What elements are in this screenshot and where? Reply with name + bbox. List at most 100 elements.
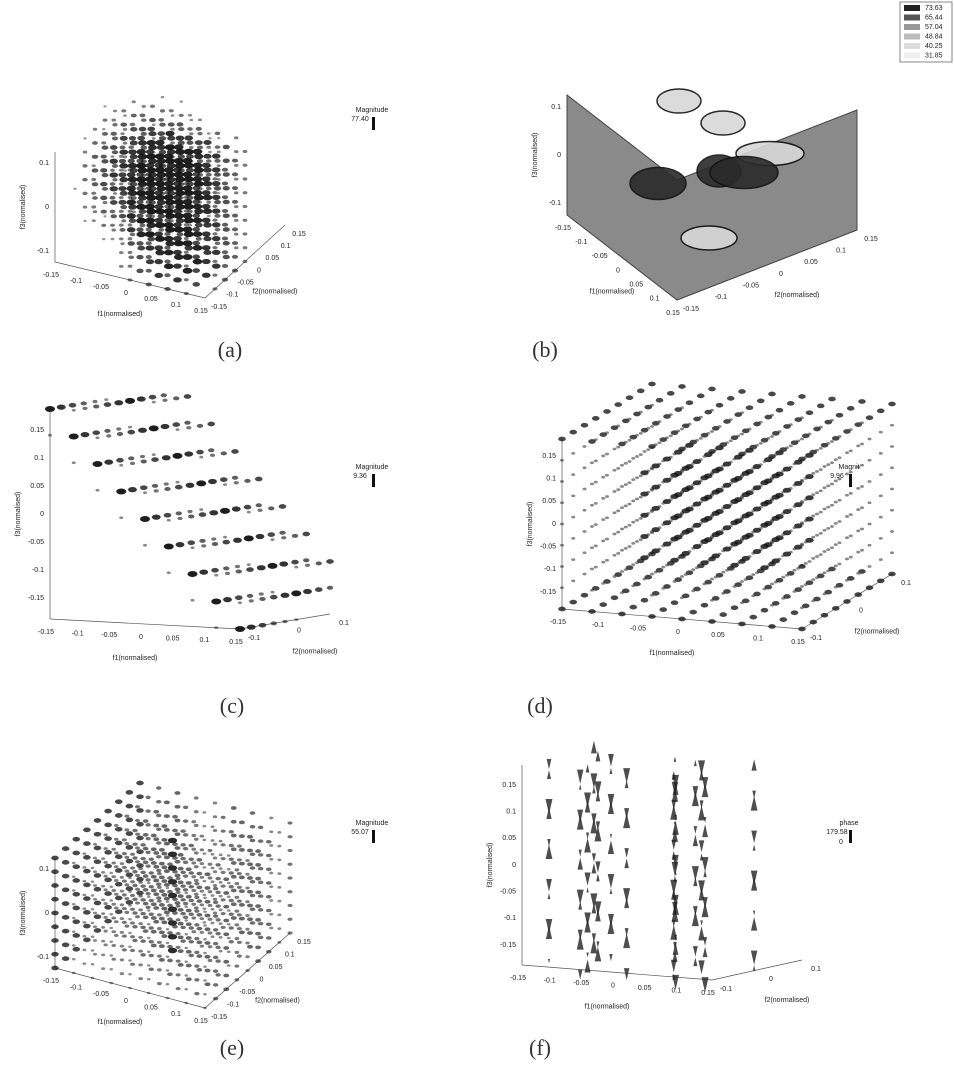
- dot: [223, 255, 230, 259]
- dot: [119, 214, 126, 219]
- dot: [800, 585, 804, 588]
- dot: [151, 930, 157, 934]
- dot: [140, 912, 146, 916]
- dot: [151, 944, 157, 948]
- legend-label: 57.04: [925, 24, 943, 31]
- dot: [256, 503, 262, 507]
- dot: [72, 947, 80, 952]
- dot: [159, 848, 165, 852]
- dot: [128, 149, 137, 154]
- dot: [164, 910, 170, 914]
- dot: [136, 863, 144, 868]
- dot: [102, 238, 105, 240]
- dot: [571, 516, 575, 519]
- dot: [140, 485, 148, 490]
- dot: [221, 912, 226, 915]
- dot: [760, 480, 768, 485]
- z-tick-label: 0: [40, 511, 44, 518]
- dot: [268, 506, 274, 510]
- x-tick-label: 0: [124, 998, 128, 1005]
- dot: [879, 452, 883, 455]
- dot: [811, 515, 815, 518]
- dot: [594, 502, 598, 505]
- dot: [838, 563, 842, 566]
- dot: [237, 858, 242, 861]
- dot: [161, 920, 167, 924]
- dot: [229, 926, 234, 929]
- dot: [137, 149, 147, 155]
- dot: [751, 510, 755, 513]
- dot: [188, 926, 194, 930]
- dot: [174, 240, 184, 246]
- dot: [189, 119, 193, 122]
- dot: [631, 457, 635, 460]
- dot: [109, 954, 113, 956]
- dot: [145, 190, 155, 196]
- dot: [72, 906, 80, 911]
- dot: [196, 913, 202, 917]
- dot: [691, 483, 695, 486]
- dot: [122, 879, 127, 882]
- dot: [159, 123, 166, 127]
- dot: [188, 954, 194, 958]
- dot: [243, 219, 248, 222]
- dot: [188, 844, 194, 848]
- dot: [92, 196, 98, 200]
- dot: [101, 912, 105, 915]
- dot: [178, 908, 184, 912]
- dot: [890, 445, 894, 448]
- dot: [569, 600, 577, 605]
- dot: [255, 946, 261, 950]
- dot: [558, 607, 566, 612]
- dot: [62, 874, 70, 879]
- dot: [193, 259, 203, 265]
- dot: [164, 287, 170, 291]
- dot: [161, 424, 170, 429]
- dot: [109, 982, 113, 984]
- dot: [738, 452, 746, 457]
- dot: [227, 923, 231, 926]
- dot: [173, 396, 179, 400]
- dot: [232, 241, 238, 245]
- dot: [184, 278, 189, 281]
- dot: [186, 867, 192, 871]
- dot: [231, 820, 237, 824]
- z-tick-label: 0.05: [30, 483, 44, 490]
- dot: [92, 164, 96, 167]
- dot: [605, 453, 609, 456]
- arrow: [700, 800, 704, 809]
- dot: [119, 210, 124, 213]
- dot: [234, 937, 239, 940]
- dot: [217, 192, 220, 194]
- dot: [128, 946, 132, 948]
- x-tick-label: 0.15: [701, 990, 715, 997]
- dot: [879, 558, 883, 561]
- dot: [147, 882, 151, 884]
- dot: [291, 560, 299, 565]
- dot: [111, 903, 116, 906]
- dot: [141, 132, 147, 136]
- dot: [111, 228, 116, 231]
- dot: [680, 596, 684, 599]
- dot: [72, 917, 76, 919]
- dot: [115, 799, 123, 804]
- arrow: [623, 768, 630, 783]
- dot: [152, 453, 156, 456]
- dot: [635, 455, 639, 458]
- dot: [186, 895, 192, 899]
- dot: [231, 834, 237, 838]
- dot: [213, 969, 218, 972]
- dot: [258, 826, 264, 830]
- dot: [811, 578, 815, 581]
- dot: [243, 177, 248, 180]
- x-tick-label: -0.15: [550, 619, 566, 626]
- y-tick-label: 0: [769, 976, 773, 983]
- dot: [154, 163, 163, 168]
- dot: [215, 228, 221, 232]
- dot: [146, 154, 156, 160]
- x-tick-label: 0.1: [171, 1011, 181, 1018]
- dot: [167, 959, 173, 963]
- dot: [843, 429, 851, 434]
- dot: [155, 222, 165, 228]
- dot: [183, 833, 188, 836]
